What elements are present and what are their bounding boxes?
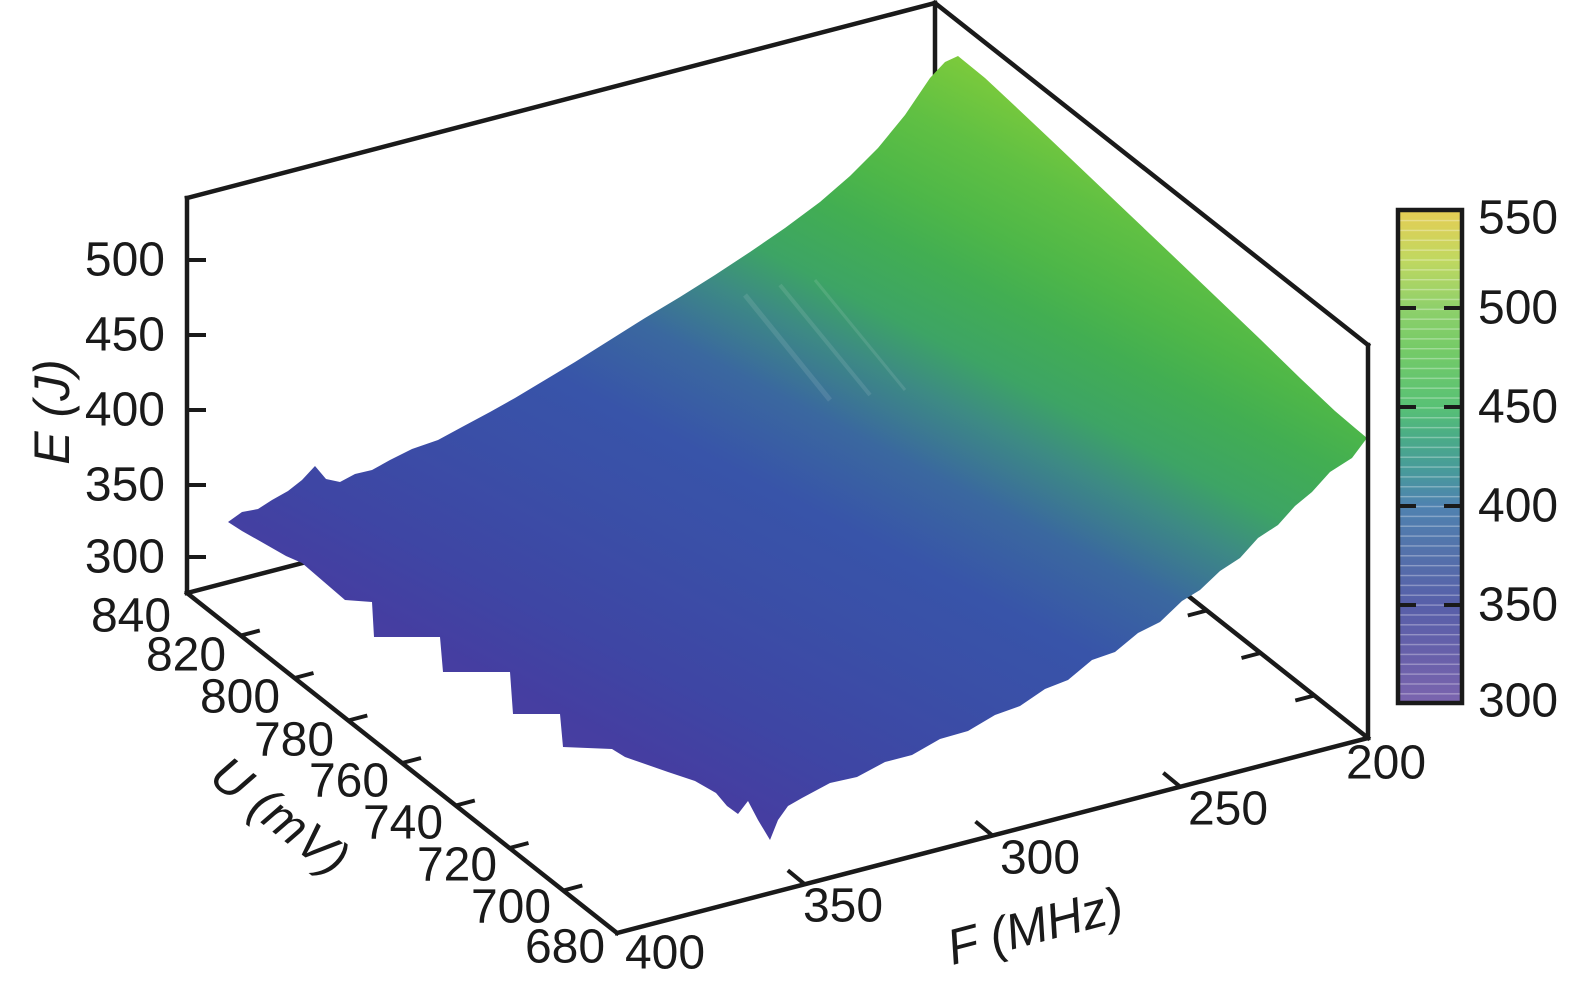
surface-mesh-streaks (743, 279, 907, 402)
f-tick-label: 300 (1000, 832, 1080, 885)
u-rear-tick (1187, 608, 1208, 618)
f-tick (1162, 771, 1182, 789)
f-axis-label: F (MHz) (941, 876, 1129, 975)
u-tick (401, 756, 422, 765)
colorbar-tick-label: 450 (1478, 381, 1558, 434)
u-axis-ticks (240, 628, 583, 893)
u-axis-tick-labels: 840 820 800 780 760 740 720 700 680 (91, 590, 605, 974)
colorbar-tick-label: 350 (1478, 579, 1558, 632)
u-tick-label: 700 (471, 881, 551, 934)
u-tick-label: 780 (254, 714, 334, 767)
u-tick (293, 671, 315, 680)
u-tick-label: 720 (417, 839, 497, 892)
u-tick-label: 800 (200, 671, 280, 724)
colorbar-tick-label: 300 (1478, 675, 1558, 728)
mesh-streak (778, 283, 872, 397)
u-tick-label: 840 (91, 590, 171, 643)
colorbar-tick-label: 400 (1478, 480, 1558, 533)
u-tick (347, 713, 368, 723)
colorbar-ticks (1398, 306, 1462, 607)
colorbar: 300 350 400 450 500 550 (1395, 192, 1558, 728)
f-tick (974, 819, 994, 838)
mesh-streak (743, 293, 832, 402)
colorbar-tick-label: 550 (1478, 192, 1558, 245)
u-tick (562, 883, 583, 893)
e-tick-label: 450 (85, 309, 165, 362)
box-top-right-edge (931, 0, 1372, 349)
f-tick-label: 400 (625, 927, 705, 980)
f-axis-ticks (786, 771, 1182, 886)
f-tick-label: 350 (803, 880, 883, 933)
colorbar-tick-label: 500 (1478, 282, 1558, 335)
e-axis-tick-labels: 300 350 400 450 500 (85, 234, 165, 584)
colorbar-border (1395, 207, 1465, 706)
u-tick (240, 628, 261, 638)
plot-box-front-edges (183, 195, 1371, 937)
u-tick-label: 740 (363, 797, 443, 850)
e-axis-ticks (187, 258, 206, 559)
f-tick-label: 250 (1188, 783, 1268, 836)
u-tick (455, 798, 476, 808)
box-top-left-edge (184, 0, 938, 201)
e-tick-label: 350 (85, 459, 165, 512)
colorbar-stripes (1398, 210, 1462, 703)
e-axis-label: E (J) (24, 359, 80, 465)
u-tick (508, 841, 530, 850)
u-rear-tick (1294, 693, 1315, 703)
f-tick (786, 868, 807, 886)
e-tick-label: 300 (85, 531, 165, 584)
u-tick-label: 820 (146, 629, 226, 682)
u-tick-label: 680 (525, 921, 605, 974)
e-tick-label: 400 (85, 384, 165, 437)
f-tick-label: 200 (1346, 737, 1426, 790)
colorbar-tick-labels: 300 350 400 450 500 550 (1478, 192, 1558, 728)
e-tick-label: 500 (85, 234, 165, 287)
surface (228, 56, 1367, 840)
u-tick-label: 760 (309, 755, 389, 808)
u-rear-tick (1240, 651, 1262, 660)
f-axis-tick-labels: 400 350 300 250 200 (625, 737, 1426, 980)
mesh-streak (813, 279, 907, 391)
